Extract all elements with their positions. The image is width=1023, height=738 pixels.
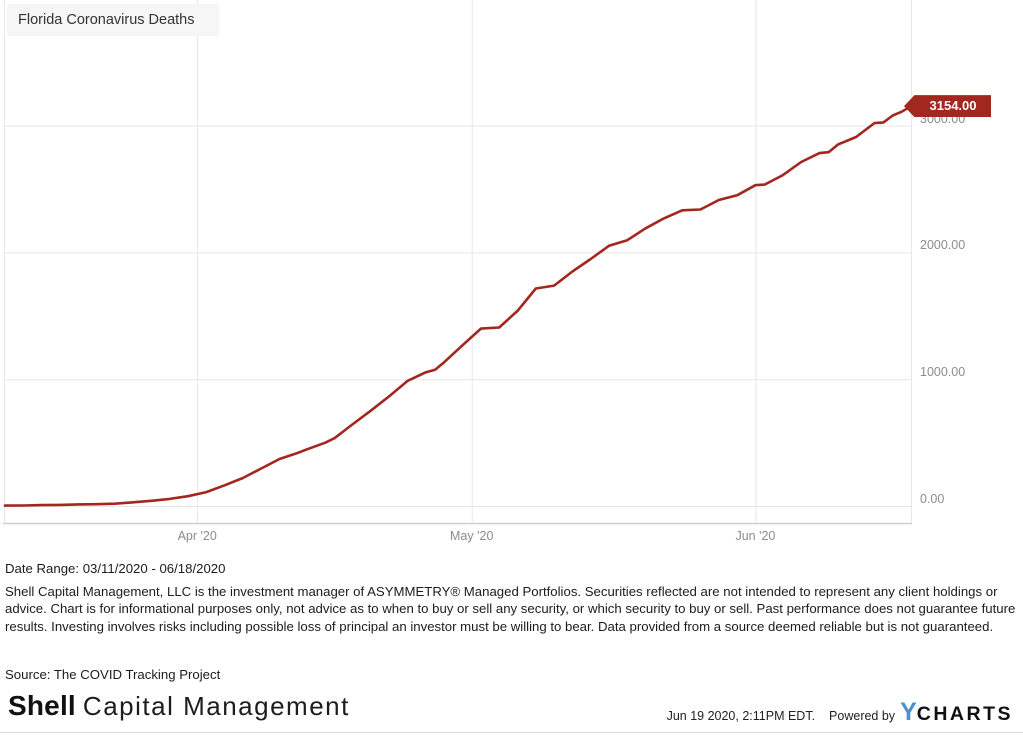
- date-range-label: Date Range: 03/11/2020 - 06/18/2020: [5, 561, 226, 576]
- shell-logo-bold: Shell: [8, 690, 76, 721]
- source-label: Source: The COVID Tracking Project: [5, 667, 221, 682]
- footer-timestamp: Jun 19 2020, 2:11PM EDT.: [666, 709, 816, 723]
- x-axis-tick-label: Jun '20: [735, 529, 776, 543]
- chart-title: Florida Coronavirus Deaths: [18, 12, 195, 28]
- y-axis-tick-label: 0.00: [920, 492, 945, 506]
- footer-divider: [0, 732, 1023, 733]
- chart-canvas[interactable]: [0, 0, 1023, 555]
- disclaimer-text: Shell Capital Management, LLC is the inv…: [5, 584, 1016, 634]
- last-value-badge: 3154.00: [904, 95, 991, 118]
- powered-by-label: Powered by: [829, 709, 896, 723]
- ycharts-logo[interactable]: Y CHARTS: [900, 698, 1013, 727]
- ycharts-logo-y: Y: [900, 698, 917, 726]
- shell-capital-logo: Shell Capital Management: [8, 690, 350, 722]
- x-axis-tick-label: May '20: [450, 529, 494, 543]
- y-axis-tick-label: 2000.00: [920, 238, 966, 253]
- footer-attribution: Jun 19 2020, 2:11PM EDT. Powered by Y CHA…: [667, 698, 1013, 727]
- shell-logo-rest: Capital Management: [82, 691, 350, 721]
- y-axis-tick-label: 1000.00: [920, 365, 966, 380]
- chart-title-box: Florida Coronavirus Deaths: [7, 4, 219, 36]
- x-axis-tick-label: Apr '20: [177, 529, 217, 543]
- ycharts-logo-charts: CHARTS: [916, 703, 1013, 725]
- series-line-florida-coronavirus-deaths[interactable]: [3, 104, 913, 507]
